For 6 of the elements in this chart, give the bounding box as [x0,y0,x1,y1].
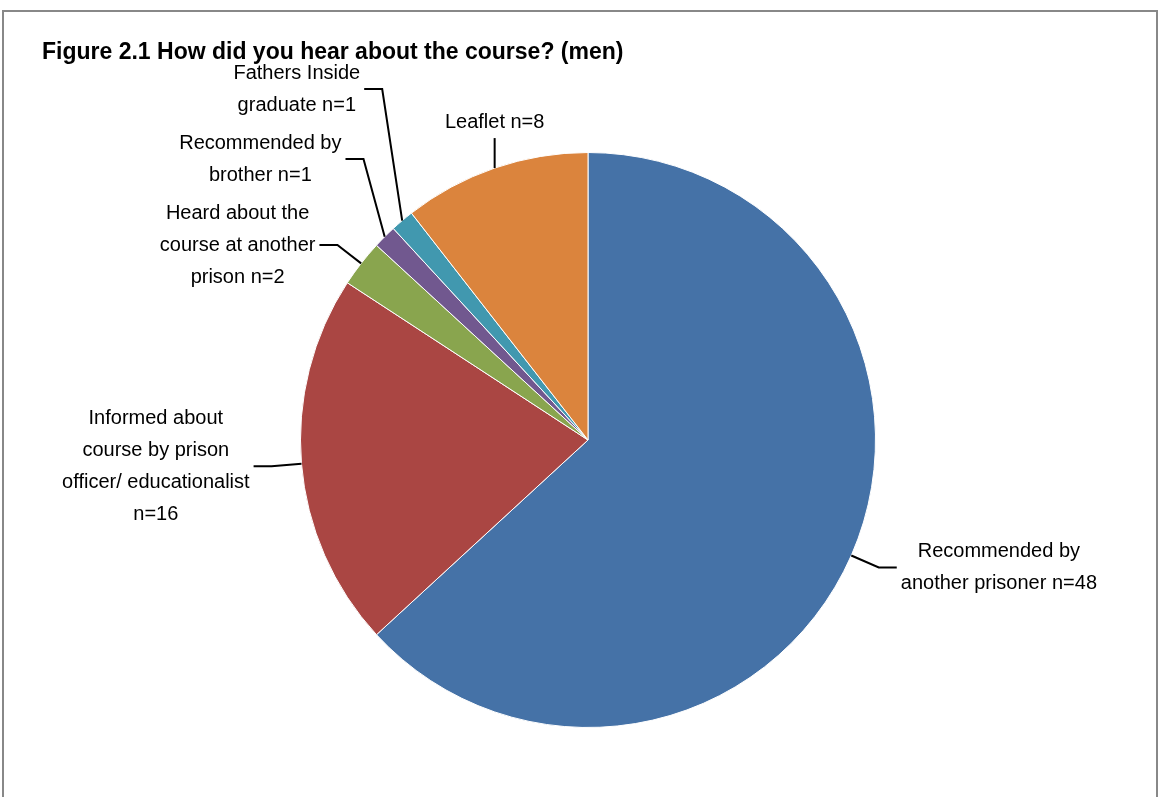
slice-label: Recommended by another prisoner n=48 [900,539,1098,594]
data-label: n=16 [133,501,179,524]
slice-label: Recommended by brother n=1 [179,130,342,185]
chart-title: Figure 2.1 How did you hear about the course? (men) [42,38,624,64]
slice-label: Leaflet n=8 [444,109,545,132]
slice-label: Heard about the course at another prison n=2 [159,200,316,287]
